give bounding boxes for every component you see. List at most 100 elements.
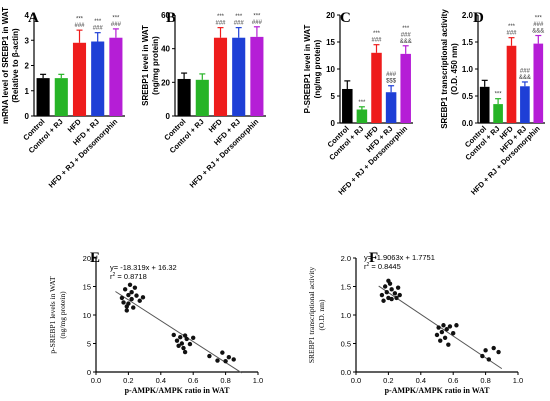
y-axis-label: SREBP1 transcriptional activity(O.D. nm) [307, 267, 326, 363]
y-tick-label: 2.0 [341, 254, 351, 263]
r-squared-sup: 2 [367, 262, 370, 268]
y-axis-label-line: (ng/mg protein) [313, 39, 322, 98]
y-tick-label: 40 [161, 45, 170, 54]
y-tick-label: 1.5 [462, 38, 474, 47]
data-point [439, 329, 445, 335]
significance-mark: ### [234, 21, 245, 27]
data-point [382, 284, 388, 289]
y-tick-label: 0.0 [462, 119, 474, 128]
y-tick-label: 15 [326, 38, 335, 47]
data-point [174, 338, 180, 343]
x-tick-label: 1.0 [253, 376, 263, 385]
x-tick-label: 1.0 [513, 376, 523, 385]
data-point [446, 342, 451, 347]
significance-mark: ### [533, 22, 544, 28]
y-axis-label-line: (O.D. nm) [317, 299, 326, 331]
y-axis-label-line: (Relative to β-actin) [11, 28, 20, 103]
regression-equation: y= -18.319x + 16.32 [110, 263, 177, 272]
bar [371, 52, 382, 123]
y-tick-label: 0 [25, 112, 30, 121]
bar [177, 78, 191, 116]
data-point [394, 295, 399, 301]
bar [91, 41, 105, 117]
y-tick-label: 4 [25, 11, 30, 20]
data-point [447, 324, 453, 329]
x-tick-label: 0.8 [220, 376, 230, 385]
y-axis-label-line: SREBP1 transcriptional activity [440, 9, 449, 129]
y-axis-label: p-SREBP1 levels in WAT(ng/mg protein) [48, 276, 67, 354]
significance-mark: *** [508, 24, 516, 30]
data-point [483, 348, 488, 353]
data-point [124, 308, 129, 313]
data-point [442, 335, 448, 340]
data-point [441, 323, 446, 328]
data-point [444, 327, 449, 332]
significance-mark: *** [535, 16, 543, 22]
data-point [454, 323, 459, 328]
y-axis-label: SREBP1 level in WAT(ng/mg protein) [141, 25, 160, 106]
bar [400, 53, 411, 123]
data-point [122, 287, 128, 292]
data-point [451, 331, 456, 336]
data-point [223, 358, 228, 364]
data-point [215, 358, 220, 363]
data-point [379, 292, 385, 298]
x-tick-label: 0.4 [416, 376, 426, 385]
data-point [389, 287, 394, 292]
y-axis-label: SREBP1 transcriptional activity(O.D. 450… [440, 9, 459, 129]
x-tick-label: 0.0 [91, 376, 101, 385]
r-squared-value: = 0.8445 [369, 262, 401, 271]
data-point [387, 281, 393, 286]
data-point [182, 333, 188, 338]
bar [213, 37, 228, 116]
bar [36, 78, 50, 116]
data-point [137, 298, 142, 303]
significance-mark: ### [215, 21, 226, 27]
panel-A: A01234mRNA level of SREBP1 in WAT(Relati… [1, 7, 125, 190]
significance-mark: ### [506, 31, 517, 37]
significance-mark: ### [371, 38, 382, 44]
x-axis-label: p-AMPK/AMPK ratio in WAT [385, 386, 490, 395]
significance-mark: *** [495, 92, 503, 98]
bar [250, 36, 264, 117]
y-tick-label: 1.5 [341, 283, 351, 292]
y-tick-label: 10 [326, 65, 335, 74]
data-point [176, 343, 181, 348]
y-tick-label: 20 [161, 78, 170, 87]
bar [493, 104, 503, 123]
data-point [181, 345, 186, 351]
significance-mark: *** [373, 31, 381, 37]
x-tick-label: 0.4 [156, 376, 166, 385]
y-tick-label: 1 [25, 87, 30, 96]
data-point [182, 349, 188, 355]
data-point [496, 349, 501, 355]
bar [72, 42, 87, 116]
y-tick-label: 1.0 [341, 311, 351, 320]
significance-mark: *** [76, 17, 84, 23]
bar [232, 37, 246, 116]
data-point [119, 295, 125, 301]
data-point [127, 282, 133, 287]
data-point [129, 296, 134, 302]
y-tick-label: 5 [87, 340, 91, 349]
significance-mark: ### [74, 23, 85, 29]
r-squared-value: = 0.8718 [115, 272, 147, 281]
data-point [480, 353, 485, 359]
data-point [220, 350, 225, 355]
bar [54, 78, 68, 116]
data-point [187, 341, 193, 347]
r-squared: r2 = 0.8445 [364, 262, 401, 271]
data-point [184, 336, 189, 342]
data-point [140, 295, 146, 300]
y-tick-label: 3 [25, 36, 30, 45]
y-tick-label: 20 [83, 254, 91, 263]
r-squared-prefix: r [364, 262, 367, 271]
x-axis-label: p-AMPK/AMPK ratio in WAT [125, 386, 230, 395]
significance-mark: *** [112, 15, 120, 21]
y-axis-label-line: SREBP1 transcriptional activity [307, 267, 316, 363]
y-axis-label-line: (O.D. 450 nm) [450, 43, 459, 95]
data-point [191, 335, 196, 340]
